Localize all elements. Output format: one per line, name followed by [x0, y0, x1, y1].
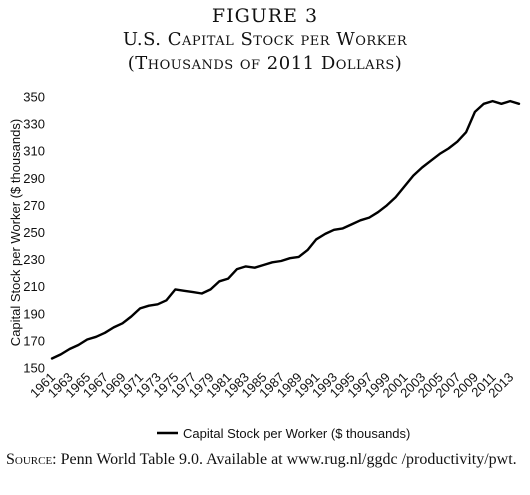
source-label: Source: [6, 451, 57, 468]
y-tick-label: 190 [23, 306, 45, 321]
figure-subtitle: (Thousands of 2011 Dollars) [127, 53, 403, 74]
series-line [50, 99, 521, 360]
source-text: Penn World Table 9.0. Available at www.r… [56, 451, 517, 468]
y-tick-label: 310 [23, 144, 45, 159]
y-tick-label: 250 [23, 225, 45, 240]
series-layer [50, 99, 521, 360]
legend: Capital Stock per Worker ($ thousands) [157, 426, 410, 441]
y-tick-label: 150 [23, 361, 45, 376]
y-axis: 150 170 190 210 230 250 270 290 310 330 350 [23, 90, 45, 376]
x-axis: 1961196319651967196919711973197519771979… [27, 370, 516, 401]
y-tick-label: 210 [23, 279, 45, 294]
y-tick-label: 290 [23, 171, 45, 186]
y-tick-label: 350 [23, 90, 45, 105]
y-axis-title: Capital Stock per Worker ($ thousands) [8, 119, 23, 346]
y-tick-label: 170 [23, 333, 45, 348]
figure-label: FIGURE 3 [211, 5, 319, 27]
source-note: Source: Penn World Table 9.0. Available … [6, 449, 526, 470]
y-tick-label: 230 [23, 252, 45, 267]
y-tick-label: 330 [23, 117, 45, 132]
figure-header: FIGURE 3 U.S. Capital Stock per Worker (… [0, 4, 530, 76]
figure-title: U.S. Capital Stock per Worker [122, 29, 408, 50]
legend-label: Capital Stock per Worker ($ thousands) [183, 426, 410, 441]
y-tick-label: 270 [23, 198, 45, 213]
